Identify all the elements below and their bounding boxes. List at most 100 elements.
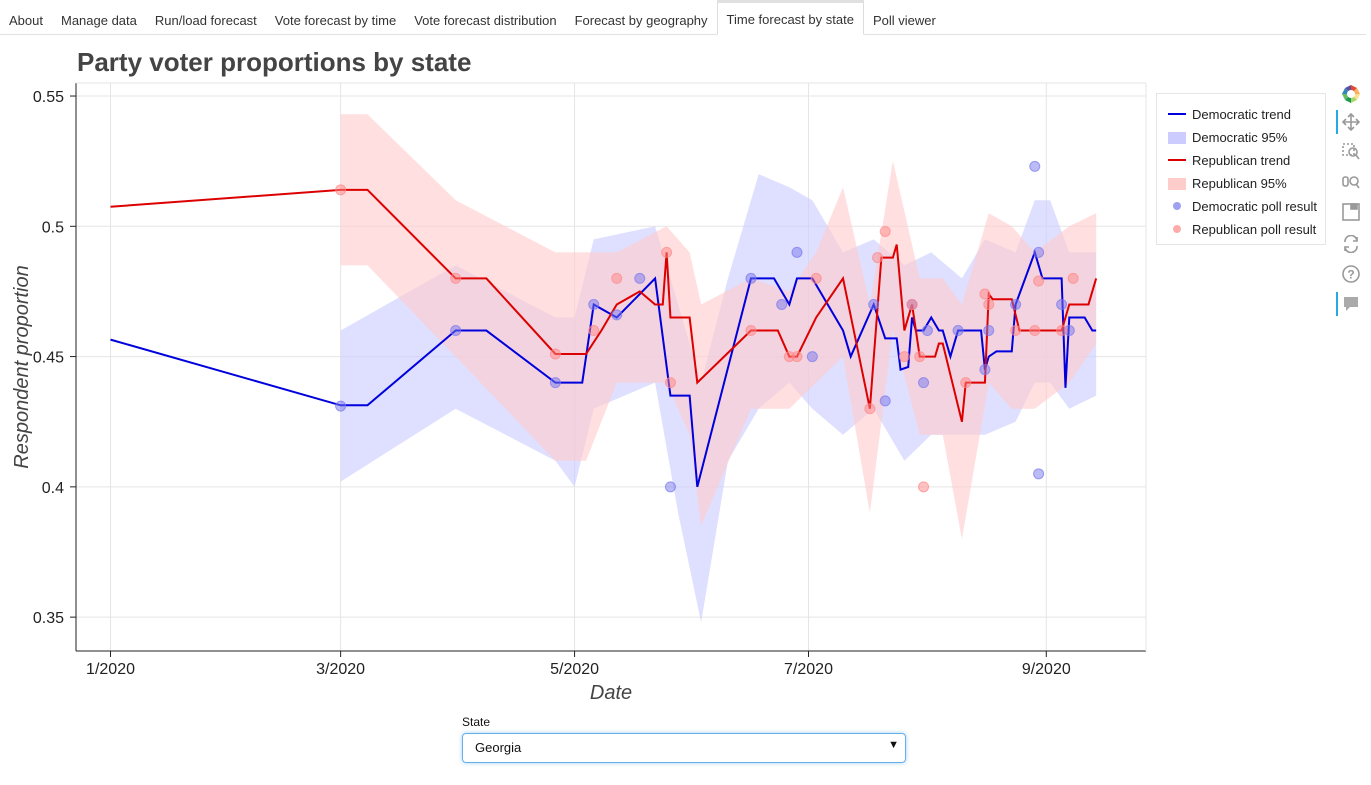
tab-bar: About Manage data Run/load forecast Vote fo… [0,0,1366,35]
poll-point [335,184,347,196]
poll-point [952,325,964,337]
legend-item[interactable]: Republican trend [1157,149,1325,172]
chart-title: Party voter proportions by state [77,47,472,77]
x-tick-label: 9/2020 [1022,661,1071,678]
legend-item[interactable]: Democratic 95% [1157,126,1325,149]
tab-vote-forecast-by-time[interactable]: Vote forecast by time [274,13,397,28]
poll-point [549,377,561,389]
legend-glyph-area [1168,132,1186,144]
band-republican-95- [340,114,1097,539]
x-tick-label: 1/2020 [86,661,135,678]
poll-point [450,272,462,284]
legend-item[interactable]: Republican poll result [1157,218,1325,241]
wheel-zoom-icon[interactable] [1338,170,1364,194]
legend-label: Democratic 95% [1192,130,1288,145]
poll-point [661,246,673,258]
state-label: State [462,715,491,729]
poll-point [864,403,876,415]
tab-manage-data[interactable]: Manage data [60,13,137,28]
legend-glyph-circle [1173,225,1181,233]
legend-label: Republican 95% [1192,176,1287,191]
help-icon[interactable]: ? [1338,262,1364,286]
poll-point [1010,325,1022,337]
poll-point [879,226,891,238]
poll-point [1067,272,1079,284]
poll-point [898,351,910,363]
legend-item[interactable]: Democratic poll result [1157,195,1325,218]
chart-legend: Democratic trend Democratic 95% Republican… [1156,93,1326,245]
poll-point [745,325,757,337]
state-select-value: Georgia [475,740,522,755]
poll-point [588,325,600,337]
plot-toolbar: ? [1334,80,1366,330]
legend-label: Republican trend [1192,153,1291,168]
poll-point [450,325,462,337]
poll-point [776,298,788,310]
tab-poll-viewer[interactable]: Poll viewer [872,13,936,28]
poll-point [611,309,623,321]
reset-icon[interactable] [1338,232,1364,256]
poll-point [1010,298,1022,310]
y-axis-title: Respondent proportion [11,265,33,468]
poll-point [1033,246,1045,258]
hover-icon[interactable] [1336,292,1364,316]
poll-point [810,272,822,284]
legend-glyph-area [1168,178,1186,190]
poll-point [983,298,995,310]
x-axis-title: Date [590,682,632,704]
state-select[interactable]: Georgia ▼ [462,733,906,763]
tab-run-load-forecast[interactable]: Run/load forecast [154,13,257,28]
x-tick-label: 3/2020 [316,661,365,678]
save-icon[interactable] [1338,200,1364,224]
box-zoom-icon[interactable] [1338,140,1364,164]
tab-about[interactable]: About [9,13,43,28]
legend-item[interactable]: Republican 95% [1157,172,1325,195]
poll-point [918,377,930,389]
poll-point [664,377,676,389]
poll-point [549,348,561,360]
poll-point [1029,325,1041,337]
poll-point [1033,468,1045,480]
poll-point [335,400,347,412]
poll-point [906,298,918,310]
y-tick-label: 0.45 [33,350,64,367]
poll-point [979,288,991,300]
poll-point [983,325,995,337]
poll-point [979,364,991,376]
tab-vote-forecast-distribution[interactable]: Vote forecast distribution [414,13,557,28]
legend-label: Democratic poll result [1192,199,1317,214]
legend-glyph-circle [1173,202,1181,210]
poll-point [611,272,623,284]
legend-glyph-line [1168,113,1186,115]
poll-point [918,481,930,493]
poll-point [914,351,926,363]
poll-point [791,246,803,258]
y-tick-label: 0.4 [42,480,64,497]
pan-icon[interactable] [1336,110,1364,134]
legend-label: Democratic trend [1192,107,1291,122]
poll-point [806,351,818,363]
poll-point [791,351,803,363]
legend-label: Republican poll result [1192,222,1317,237]
chevron-down-icon: ▼ [888,739,899,751]
bokeh-logo-icon[interactable] [1338,82,1364,106]
poll-point [588,298,600,310]
poll-point [921,325,933,337]
poll-point [868,298,880,310]
poll-point [1029,160,1041,172]
x-tick-label: 7/2020 [784,661,833,678]
svg-text:?: ? [1347,268,1354,282]
legend-glyph-line [1168,159,1186,161]
tab-forecast-by-geography[interactable]: Forecast by geography [574,13,708,28]
poll-point [872,252,884,264]
tab-time-forecast-by-state[interactable]: Time forecast by state [716,0,864,35]
poll-point [960,377,972,389]
poll-point [634,272,646,284]
poll-point [1056,298,1068,310]
poll-point [745,272,757,284]
y-tick-label: 0.5 [42,219,64,236]
poll-point [664,481,676,493]
y-tick-label: 0.35 [33,610,64,627]
legend-item[interactable]: Democratic trend [1157,103,1325,126]
